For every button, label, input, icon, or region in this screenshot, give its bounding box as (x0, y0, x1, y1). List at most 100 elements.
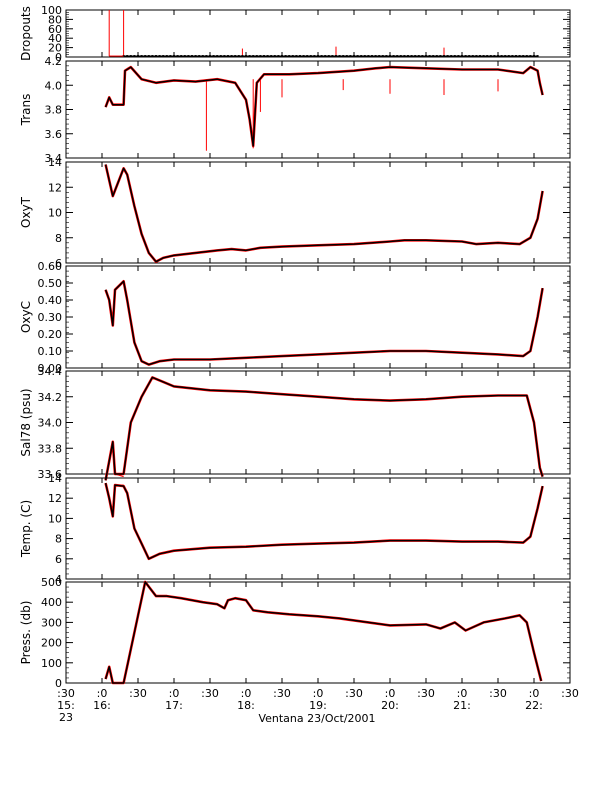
dropout-marker (399, 55, 402, 58)
x-tick-label: 21: (453, 699, 471, 712)
y-tick-label: 0.30 (38, 311, 63, 324)
dropout-marker (410, 55, 413, 58)
dropout-marker (162, 55, 165, 58)
dropout-marker (302, 55, 305, 58)
dropout-marker (389, 55, 391, 58)
dropout-marker (180, 55, 183, 58)
y-tick-label: 0 (55, 51, 62, 64)
dropout-marker (381, 55, 384, 58)
dropout-marker (493, 55, 496, 58)
y-tick-label: 33.8 (38, 442, 63, 455)
dropout-marker (500, 55, 503, 58)
processed-series-line (104, 376, 544, 481)
y-tick-label: 80 (48, 13, 62, 26)
dropout-marker (126, 55, 129, 58)
panel-frame (65, 60, 571, 159)
raw-series-halo (104, 482, 544, 561)
dropout-marker (270, 55, 273, 58)
dropout-marker (425, 55, 427, 58)
dropout-marker (461, 55, 463, 58)
y-tick-label: 12 (48, 492, 62, 505)
dropout-marker (273, 55, 276, 58)
dropout-marker (230, 55, 233, 58)
raw-series-halo (104, 65, 544, 148)
dropout-marker (144, 55, 147, 58)
y-tick-label: 0.00 (38, 362, 63, 375)
dropout-marker (133, 55, 136, 58)
dropout-marker (205, 55, 208, 58)
dropout-marker (507, 55, 510, 58)
y-tick-label: 10 (48, 512, 62, 525)
dropout-marker (338, 55, 341, 58)
x-tick-label: :0 (529, 687, 540, 700)
dropout-marker (349, 55, 352, 58)
x-axis-label: Ventana 23/Oct/2001 (258, 712, 375, 725)
y-tick-label: 34.0 (38, 417, 63, 430)
y-tick-label: 400 (41, 596, 62, 609)
dropout-marker (306, 55, 309, 58)
y-tick-label: 500 (41, 576, 62, 589)
dropout-marker (371, 55, 373, 58)
dropout-marker (266, 55, 269, 58)
dropout-marker (435, 55, 438, 58)
panel-frame (65, 161, 571, 264)
panel-6: 0 100 200 300 400 500 Press. (db) (19, 576, 571, 690)
y-tick-label: 8 (55, 232, 62, 245)
y-tick-label: 0 (55, 677, 62, 690)
dropout-marker (515, 55, 517, 58)
y-tick-label: 60 (48, 23, 62, 36)
dropout-marker (183, 55, 186, 58)
dropout-marker (194, 55, 197, 58)
y-tick-label: 40 (48, 32, 62, 45)
dropout-marker (216, 55, 219, 58)
dropout-marker (536, 55, 539, 58)
dropout-marker (255, 55, 258, 58)
dropout-marker (432, 55, 435, 58)
raw-series-halo (104, 279, 544, 366)
panel-5: 4 6 8 10 12 14 Temp. (C) (19, 472, 571, 586)
dropout-marker (471, 55, 474, 58)
x-tick-label: :0 (313, 687, 324, 700)
dropout-marker (417, 55, 420, 58)
y-tick-label: 300 (41, 616, 62, 629)
dropout-marker (392, 55, 395, 58)
x-tick-label: :0 (457, 687, 468, 700)
dropout-marker (482, 55, 485, 58)
x-tick-label: 22: (525, 699, 543, 712)
dropout-marker (219, 55, 222, 58)
dropout-marker (212, 55, 215, 58)
dropout-marker (309, 55, 312, 58)
dropout-marker (140, 55, 143, 58)
dropout-marker (504, 55, 507, 58)
dropout-marker (295, 55, 298, 58)
dropout-marker (468, 55, 471, 58)
dropout-marker (299, 55, 301, 58)
y-tick-label: 100 (41, 657, 62, 670)
dropout-marker (356, 55, 359, 58)
x-tick-label: :30 (345, 687, 363, 700)
dropout-marker (234, 55, 237, 58)
dropout-marker (511, 55, 514, 58)
x-tick-label: :30 (201, 687, 219, 700)
processed-series-line (104, 581, 542, 684)
dropout-marker (158, 55, 161, 58)
dropout-marker (385, 55, 388, 58)
dropout-marker (363, 55, 366, 58)
dropout-marker (403, 55, 406, 58)
dropout-marker (421, 55, 424, 58)
processed-series-line (104, 66, 544, 147)
dropout-marker (237, 55, 240, 58)
dropout-marker (450, 55, 453, 58)
dropout-marker (209, 55, 211, 58)
dropout-marker (443, 55, 445, 58)
y-tick-label: 14 (48, 472, 62, 485)
dropout-marker (284, 55, 287, 58)
y-tick-label: 4 (55, 573, 62, 586)
dropout-marker (227, 55, 229, 58)
raw-series-halo (104, 164, 544, 264)
dropout-marker (367, 55, 370, 58)
dropout-marker (223, 55, 226, 58)
dropout-marker (151, 55, 154, 58)
x-tick-label: :30 (57, 687, 75, 700)
